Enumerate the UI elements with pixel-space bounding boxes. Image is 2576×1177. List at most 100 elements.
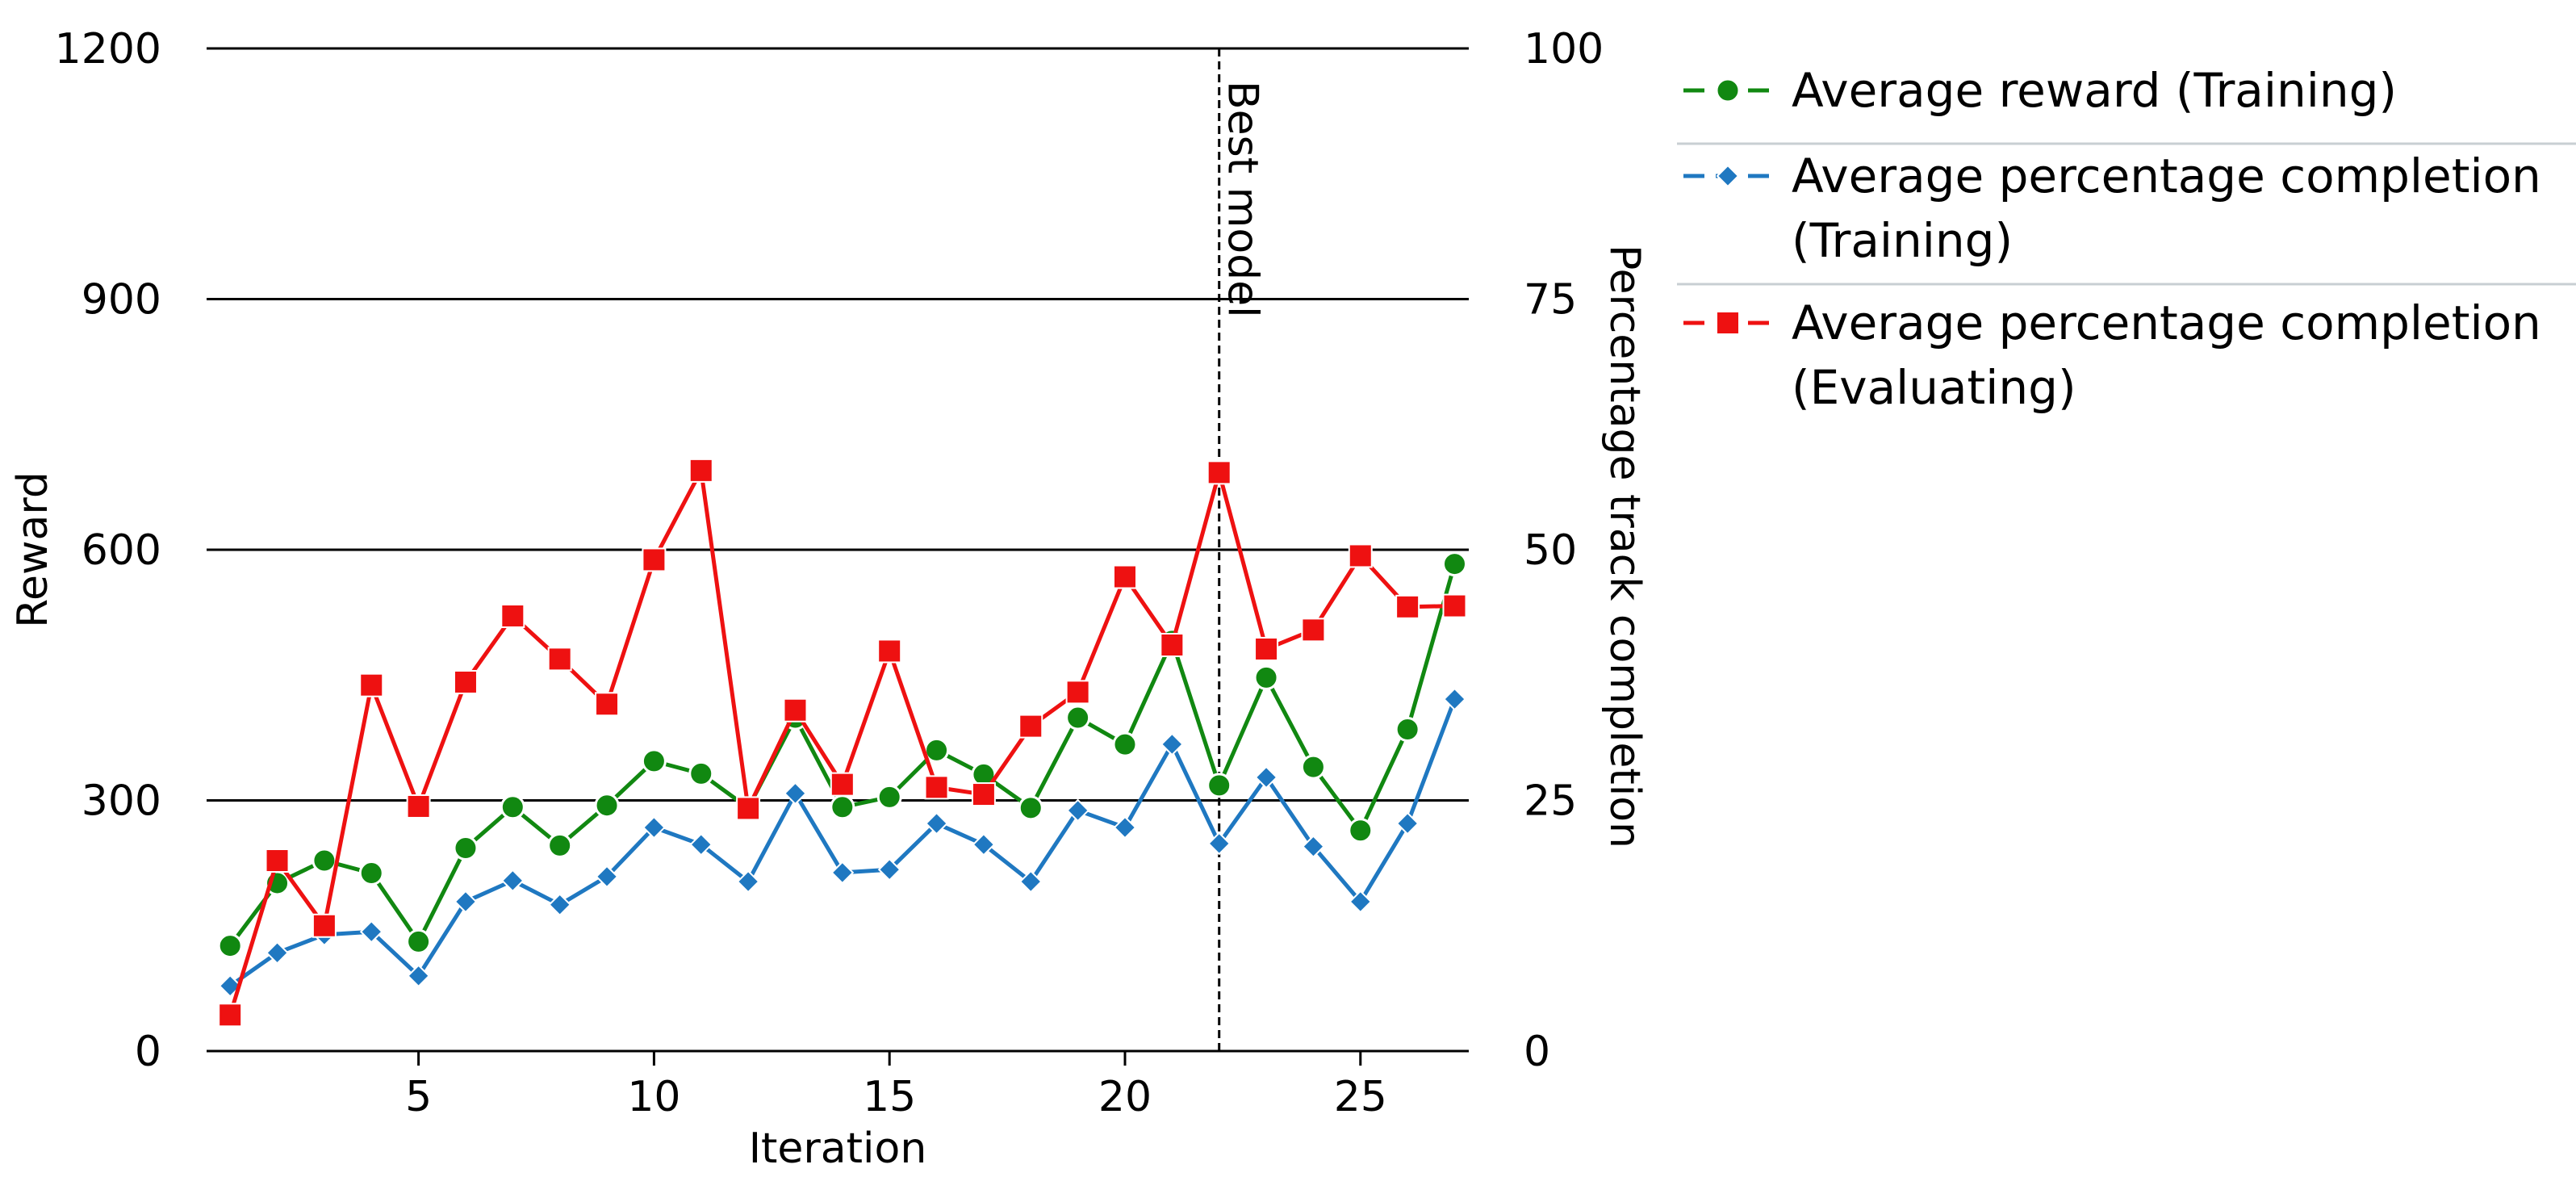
point-completion-evaluating-6: [453, 669, 478, 694]
point-completion-evaluating-1: [218, 1003, 243, 1028]
y2-axis-title: Percentage track completion: [1600, 245, 1649, 848]
point-completion-evaluating-24: [1301, 618, 1326, 643]
point-completion-evaluating-9: [595, 692, 620, 717]
axes: 0 300 600 900 1200 0 25 50 75 100 5 10 15 20 25 Iterati…: [9, 25, 1649, 1173]
y2-tick-label-0: 0: [1524, 1028, 1550, 1076]
y-tick-label-300: 300: [82, 777, 161, 826]
point-completion-evaluating-4: [359, 672, 384, 697]
x-tick-label-25: 25: [1334, 1073, 1387, 1121]
point-completion-evaluating-17: [971, 782, 996, 807]
point-reward-training-19: [1065, 705, 1091, 731]
point-reward-training-9: [594, 793, 620, 819]
point-reward-training-27: [1441, 551, 1467, 577]
point-completion-training-6: [454, 890, 478, 914]
legend-item-completion-evaluating[interactable]: Average percentage completion (Evaluating…: [1683, 295, 2541, 415]
legend-label-completion-evaluating-1: (Evaluating): [1792, 360, 2076, 415]
legend[interactable]: Average reward (Training) Average percent…: [1677, 63, 2576, 415]
point-completion-training-26: [1395, 811, 1420, 836]
point-completion-training-2: [266, 940, 289, 965]
point-reward-training-4: [358, 861, 384, 886]
point-reward-training-6: [453, 835, 479, 861]
y2-tick-label-75: 75: [1524, 276, 1577, 325]
point-completion-evaluating-8: [547, 647, 572, 672]
point-reward-training-7: [500, 794, 525, 820]
x-tick-label-20: 20: [1098, 1073, 1152, 1121]
legend-marker-completion-training: [1716, 164, 1740, 188]
point-completion-training-20: [1113, 815, 1137, 840]
point-completion-training-11: [689, 832, 713, 857]
series-line-reward-training: [228, 563, 1457, 948]
legend-item-completion-training[interactable]: Average percentage completion (Training): [1683, 149, 2541, 268]
point-completion-evaluating-21: [1160, 632, 1185, 657]
legend-item-reward-training[interactable]: Average reward (Training): [1683, 63, 2397, 118]
point-completion-training-4: [359, 919, 383, 944]
series-completion-training: [218, 687, 1466, 998]
legend-marker-reward-training: [1715, 77, 1741, 103]
point-reward-training-18: [1018, 795, 1043, 821]
point-completion-training-17: [972, 832, 996, 857]
gridlines: [207, 47, 1469, 802]
point-completion-evaluating-25: [1348, 543, 1373, 568]
point-completion-training-5: [407, 964, 431, 988]
series-reward-training: [217, 551, 1467, 959]
x-tick-label-5: 5: [405, 1073, 432, 1121]
point-reward-training-20: [1112, 731, 1138, 757]
y2-tick-label-25: 25: [1524, 777, 1577, 826]
legend-marker-completion-evaluating: [1716, 311, 1740, 335]
legend-label-reward-training-0: Average reward (Training): [1792, 63, 2397, 118]
point-completion-training-13: [784, 781, 807, 806]
point-reward-training-8: [547, 832, 573, 858]
point-completion-evaluating-12: [736, 796, 761, 821]
point-reward-training-11: [688, 760, 714, 786]
y2-tick-label-50: 50: [1524, 526, 1577, 575]
point-reward-training-14: [830, 794, 855, 820]
point-completion-evaluating-18: [1018, 714, 1043, 739]
point-completion-evaluating-16: [924, 775, 949, 800]
legend-label-completion-training-0: Average percentage completion: [1792, 149, 2541, 203]
point-completion-evaluating-5: [406, 794, 431, 819]
point-completion-training-15: [877, 857, 901, 882]
legend-label-completion-evaluating-0: Average percentage completion: [1792, 295, 2541, 350]
point-completion-evaluating-7: [500, 603, 525, 628]
point-completion-evaluating-23: [1254, 636, 1279, 661]
point-completion-evaluating-19: [1065, 680, 1090, 705]
annotations: Best model: [1218, 48, 1267, 1051]
x-tick-label-10: 10: [627, 1073, 680, 1121]
point-reward-training-22: [1206, 773, 1232, 798]
x-tick-label-15: 15: [863, 1073, 916, 1121]
point-reward-training-10: [641, 748, 667, 774]
point-completion-evaluating-14: [830, 772, 855, 797]
point-reward-training-25: [1348, 818, 1374, 844]
point-completion-evaluating-22: [1206, 460, 1232, 485]
y2-tick-label-100: 100: [1524, 25, 1604, 73]
best-model-label: Best model: [1219, 81, 1267, 318]
y-tick-label-600: 600: [82, 526, 161, 575]
point-completion-evaluating-10: [642, 547, 667, 572]
point-completion-evaluating-20: [1112, 564, 1137, 589]
point-completion-training-21: [1160, 732, 1184, 756]
series-completion-evaluating: [218, 458, 1467, 1028]
point-completion-training-16: [925, 811, 948, 836]
point-completion-training-23: [1254, 765, 1278, 790]
point-reward-training-26: [1395, 717, 1420, 743]
point-completion-training-10: [642, 815, 666, 840]
x-axis-title: Iteration: [749, 1125, 927, 1173]
legend-label-completion-training-1: (Training): [1792, 213, 2013, 268]
point-completion-evaluating-15: [877, 639, 902, 664]
y-tick-label-900: 900: [82, 276, 161, 325]
point-reward-training-16: [924, 737, 950, 763]
point-reward-training-3: [312, 848, 337, 873]
point-completion-evaluating-2: [265, 848, 290, 873]
point-completion-training-27: [1443, 687, 1466, 711]
point-completion-training-7: [500, 869, 525, 893]
point-reward-training-1: [217, 933, 243, 959]
point-reward-training-5: [406, 928, 432, 954]
point-completion-evaluating-13: [783, 697, 808, 723]
y-tick-label-0: 0: [135, 1028, 161, 1076]
point-completion-training-8: [548, 893, 572, 917]
point-completion-evaluating-11: [688, 458, 713, 483]
point-completion-evaluating-3: [312, 913, 337, 938]
series-group: [217, 458, 1467, 1028]
